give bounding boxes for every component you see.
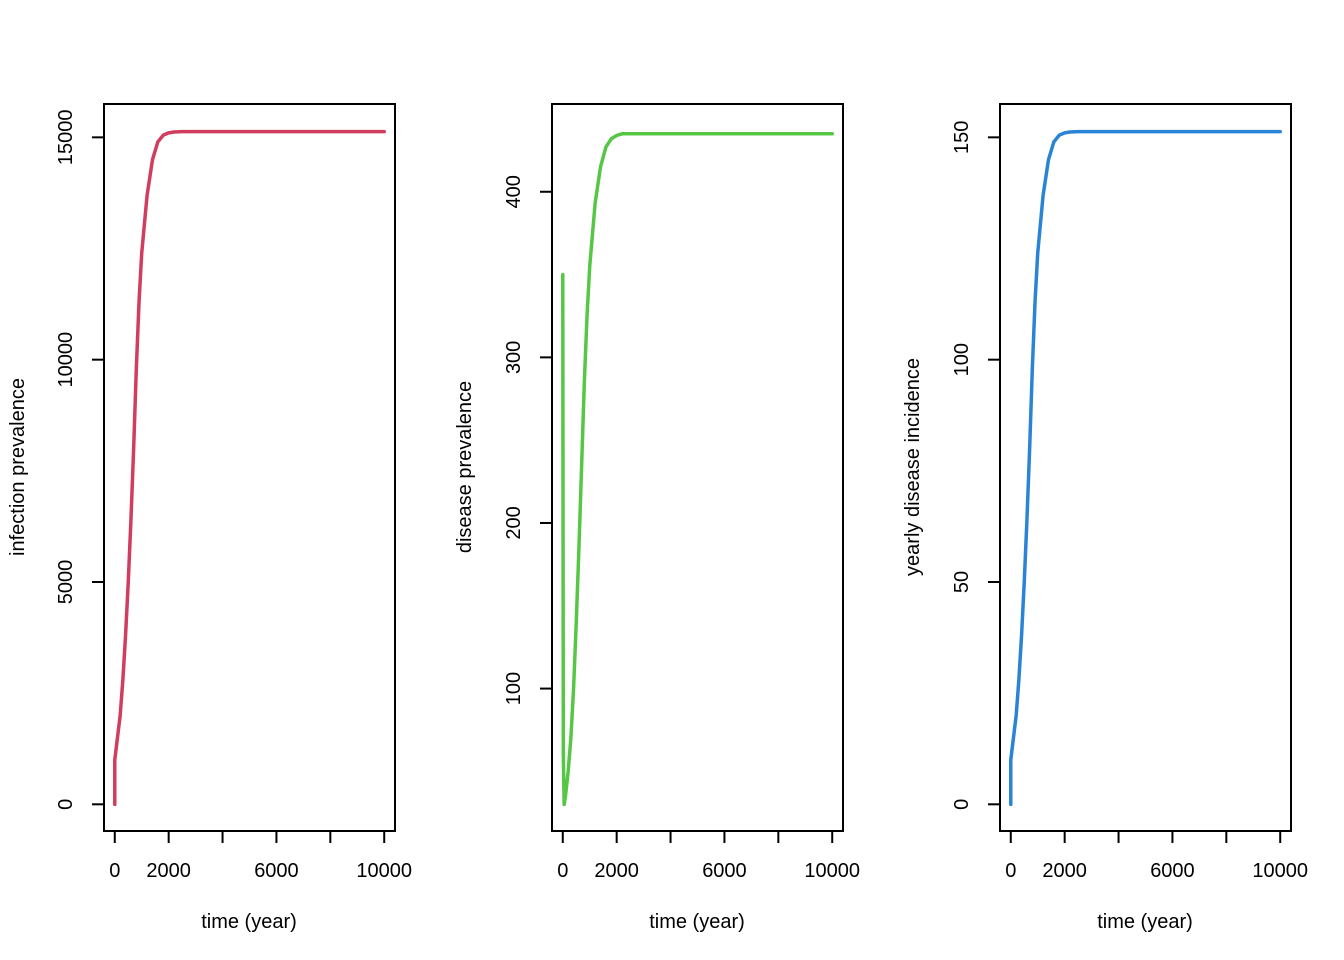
- y-tick-label: 50: [951, 571, 973, 593]
- y-tick-label: 100: [951, 343, 973, 376]
- x-axis-title: time (year): [649, 911, 745, 933]
- y-axis: 0 5000 10000 15000: [55, 110, 104, 810]
- x-tick-label: 2000: [146, 860, 191, 882]
- x-tick-label: 10000: [804, 860, 860, 882]
- x-axis: 0 2000 6000 10000: [109, 831, 412, 882]
- y-tick-label: 150: [951, 121, 973, 154]
- panel-yearly-disease-incidence: 0 2000 6000 10000 0 50 100 150 time (year) yea…: [902, 103, 1308, 933]
- x-tick-label: 0: [557, 860, 568, 882]
- x-tick-label: 10000: [1252, 860, 1308, 882]
- x-axis: 0 2000 6000 10000: [557, 831, 860, 882]
- x-tick-label: 6000: [1150, 860, 1195, 882]
- y-tick-label: 200: [503, 506, 525, 539]
- x-tick-label: 2000: [1042, 860, 1087, 882]
- series-layer: [1009, 129, 1282, 807]
- y-tick-label: 300: [503, 341, 525, 374]
- y-tick-label: 0: [951, 799, 973, 810]
- panel-infection-prevalence: 0 2000 6000 10000 0 5000 10000 15000 time (yea…: [7, 103, 412, 933]
- y-axis: 100 200 300 400: [503, 175, 552, 705]
- y-axis-title: yearly disease incidence: [902, 358, 924, 576]
- y-tick-label: 15000: [55, 110, 77, 166]
- x-axis-title: time (year): [1097, 911, 1193, 933]
- y-axis-title: infection prevalence: [7, 378, 29, 556]
- x-tick-label: 0: [1005, 860, 1016, 882]
- x-tick-label: 2000: [594, 860, 639, 882]
- y-axis: 0 50 100 150: [951, 121, 1000, 810]
- y-tick-label: 10000: [55, 332, 77, 388]
- x-tick-label: 0: [109, 860, 120, 882]
- series-line: [1009, 129, 1282, 807]
- y-tick-label: 0: [55, 799, 77, 810]
- x-axis: 0 2000 6000 10000: [1005, 831, 1308, 882]
- y-axis-title: disease prevalence: [454, 381, 476, 553]
- plot-frame: [103, 103, 396, 832]
- x-tick-label: 6000: [254, 860, 299, 882]
- y-tick-label: 5000: [55, 560, 77, 605]
- plot-frame: [999, 103, 1292, 832]
- y-tick-label: 400: [503, 175, 525, 208]
- x-axis-title: time (year): [201, 911, 297, 933]
- series-layer: [561, 132, 834, 807]
- series-layer: [113, 129, 386, 807]
- x-tick-label: 6000: [702, 860, 747, 882]
- series-line: [561, 132, 834, 807]
- x-tick-label: 10000: [356, 860, 412, 882]
- y-tick-label: 100: [503, 672, 525, 705]
- plot-frame: [551, 103, 844, 832]
- series-line: [113, 129, 386, 807]
